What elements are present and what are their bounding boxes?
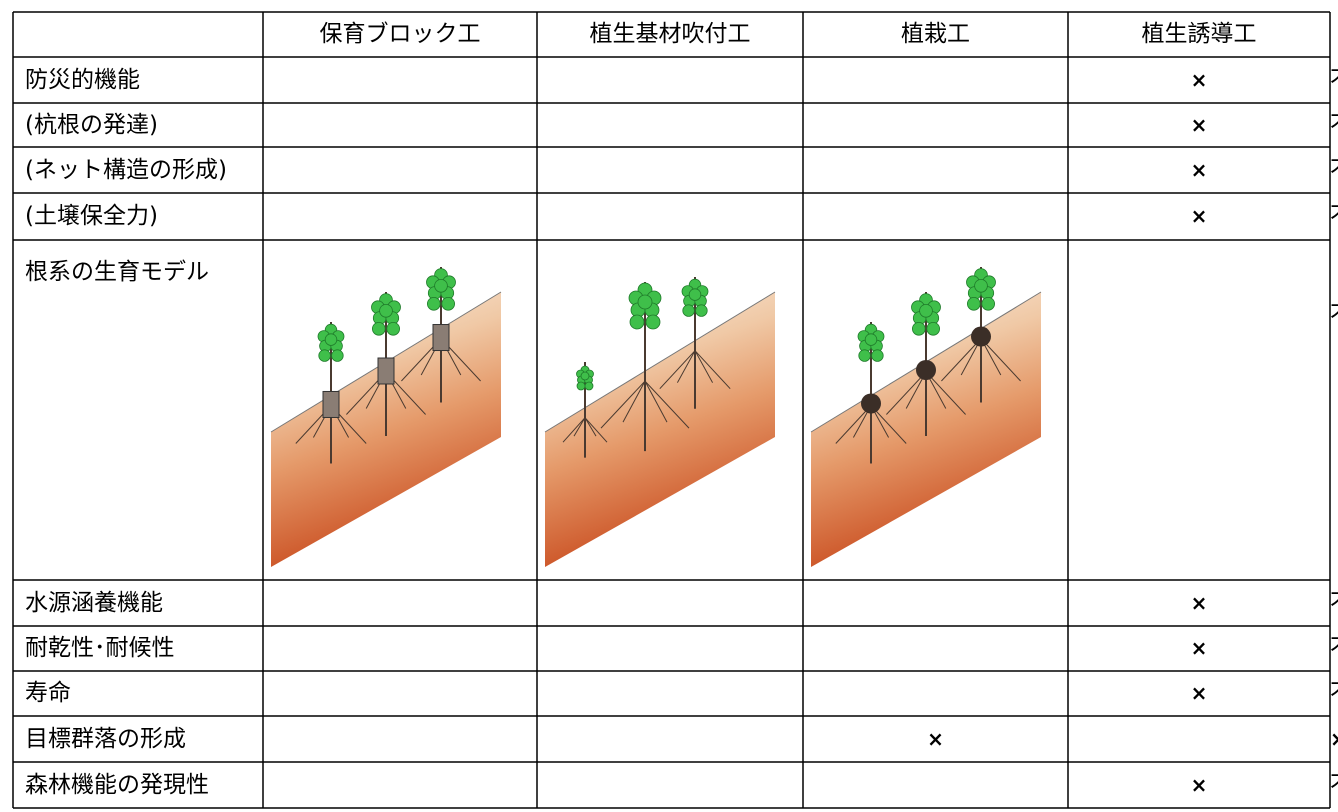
- row-label: 耐乾性･耐候性: [25, 635, 175, 661]
- leaf: [318, 349, 331, 362]
- row-label: (杭根の発達): [25, 112, 158, 138]
- soil-slope: [545, 292, 775, 567]
- value-cell: 不安定: [1330, 762, 1338, 808]
- row-label: 防災的機能: [25, 67, 140, 93]
- leaf: [912, 322, 926, 336]
- root-illustration: [270, 267, 502, 567]
- leaf: [967, 296, 981, 311]
- value-cell: 不安定: [1330, 295, 1338, 329]
- leaf: [580, 371, 590, 381]
- row-label: 寿命: [25, 680, 71, 706]
- root-ball: [971, 326, 991, 347]
- mark-cell: ×: [1190, 773, 1208, 797]
- mark-cell: ×: [1190, 113, 1208, 137]
- leaf: [871, 349, 884, 362]
- root: [659, 350, 696, 390]
- root-ball: [916, 360, 936, 380]
- root: [644, 380, 690, 429]
- root: [584, 417, 597, 437]
- mark-cell: ×: [1190, 591, 1208, 615]
- leaf: [974, 278, 988, 293]
- leaf: [427, 296, 441, 311]
- row-label: (ネット構造の形成): [25, 157, 227, 183]
- value-cell: 不安定: [1330, 147, 1338, 193]
- value-cell: 不安定: [1330, 671, 1338, 716]
- column-header: 植生誘導工: [1141, 21, 1257, 47]
- leaf: [682, 304, 695, 317]
- leaf: [645, 314, 661, 330]
- leaf: [637, 294, 653, 310]
- mark-cell: ×: [1190, 204, 1208, 228]
- root: [600, 380, 646, 429]
- value-cell: 不安定: [1330, 193, 1338, 240]
- mark-cell: ×: [1190, 636, 1208, 660]
- root-illustration: [544, 277, 776, 567]
- leaf: [441, 296, 456, 311]
- column-header: 植生基材吹付工: [589, 21, 751, 47]
- slope-surface: [544, 291, 776, 433]
- row-label: 水源涵養機能: [25, 590, 163, 616]
- root: [980, 338, 1021, 382]
- leaf: [386, 322, 400, 336]
- value-cell: 不安定: [1330, 580, 1338, 626]
- root: [870, 405, 907, 444]
- row-label: 根系の生育モデル: [25, 259, 209, 285]
- leaf: [629, 314, 645, 330]
- root-ball: [861, 393, 881, 414]
- root: [925, 371, 966, 415]
- leaf: [331, 349, 344, 362]
- leaf: [688, 288, 702, 301]
- root: [676, 350, 696, 383]
- root: [584, 417, 608, 443]
- row-label: 目標群落の形成: [25, 726, 186, 752]
- leaf: [926, 322, 940, 336]
- leaf: [864, 333, 878, 346]
- block: [322, 390, 340, 418]
- leaf: [919, 303, 933, 318]
- leaf: [324, 333, 338, 346]
- leaf: [695, 304, 708, 317]
- leaf: [584, 381, 594, 391]
- root: [835, 405, 872, 444]
- leaf: [379, 303, 393, 318]
- leaf: [858, 349, 871, 362]
- root: [694, 350, 731, 390]
- row-label: (土壌保全力): [25, 203, 158, 229]
- mark-cell: ×: [927, 727, 944, 751]
- root: [941, 338, 982, 382]
- root-illustration: [810, 267, 1042, 567]
- mark-cell: ×: [1190, 681, 1208, 705]
- mark-cell: ×: [1190, 158, 1208, 182]
- leaf: [372, 322, 386, 336]
- root: [694, 350, 714, 383]
- root: [644, 380, 668, 423]
- column-header: 保育ブロック工: [319, 21, 481, 47]
- value-cell: 不安定: [1330, 57, 1338, 103]
- root: [622, 380, 646, 423]
- block: [377, 357, 395, 385]
- value-cell: 不安定: [1330, 103, 1338, 147]
- mark-cell: ×: [1330, 716, 1338, 762]
- root: [886, 371, 927, 415]
- leaf: [981, 296, 996, 311]
- block: [432, 324, 450, 352]
- value-cell: 不安定: [1330, 626, 1338, 671]
- mark-cell: ×: [1190, 68, 1208, 92]
- root: [562, 417, 586, 443]
- root: [573, 417, 586, 437]
- leaf: [434, 278, 448, 293]
- column-header: 植栽工: [901, 21, 970, 47]
- leaf: [576, 381, 586, 391]
- row-label: 森林機能の発現性: [25, 772, 209, 798]
